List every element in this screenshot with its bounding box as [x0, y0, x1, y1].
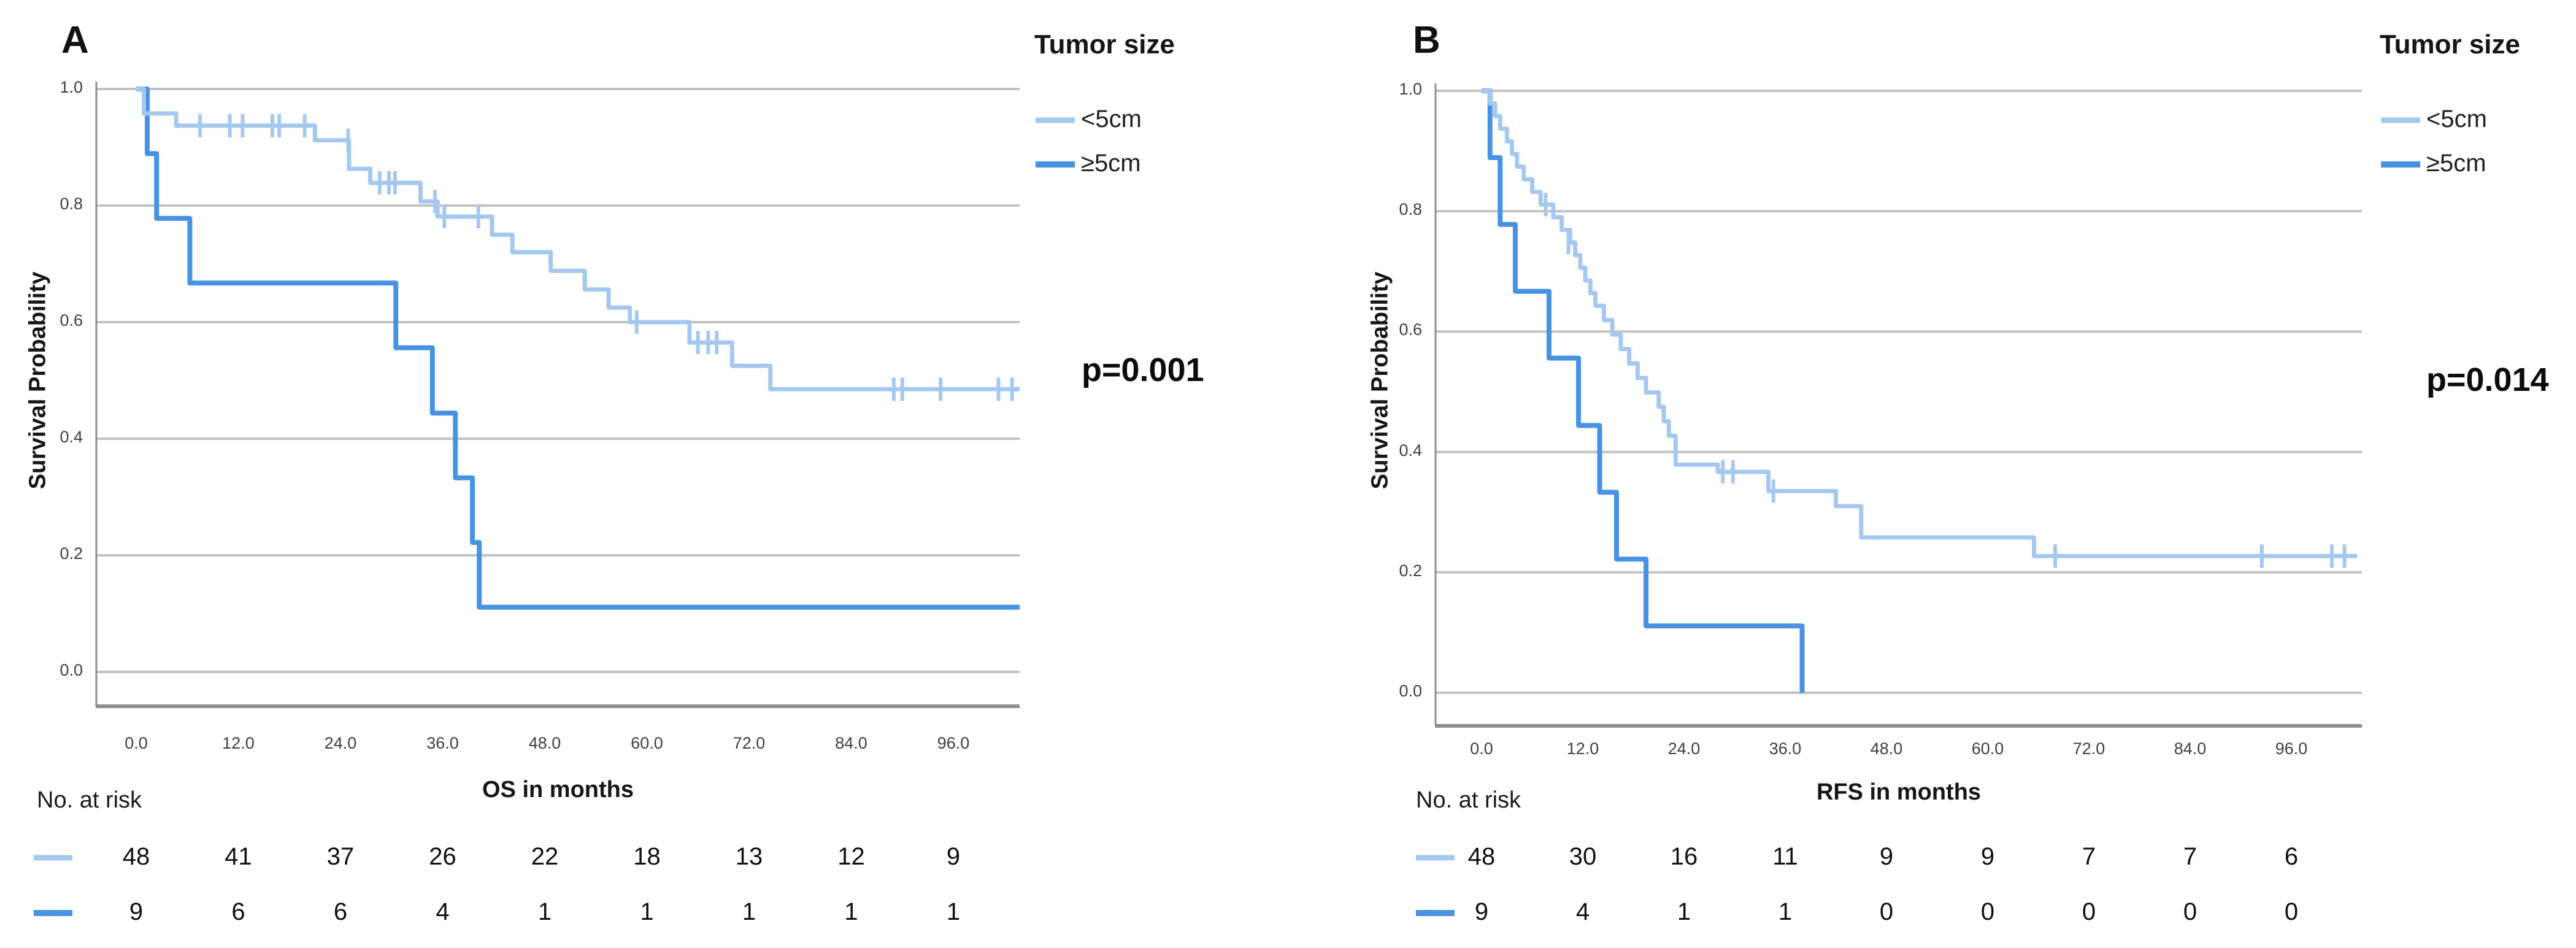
risk-count: 0	[2183, 898, 2197, 925]
panel-a-x-axis-title: OS in months	[482, 777, 634, 803]
panel-b-legend-item-small: <5cm	[2426, 106, 2487, 133]
risk-count: 4	[1575, 898, 1590, 925]
risk-count: 37	[326, 843, 355, 870]
risk-count: 13	[735, 843, 763, 870]
risk-count: 9	[1879, 843, 1894, 870]
risk-count: 7	[2183, 843, 2197, 870]
panel-b-x-axis-title: RFS in months	[1816, 779, 1982, 805]
risk-count: 1	[1778, 898, 1793, 925]
x-axis-tick-label: 60.0	[1971, 739, 2004, 758]
risk-count: 0	[1980, 898, 1995, 925]
x-axis-tick-label: 12.0	[1566, 739, 1599, 758]
risk-count: 0	[2284, 898, 2299, 925]
panel-a-legend-item-small: <5cm	[1081, 106, 1142, 133]
risk-count: 6	[333, 898, 348, 925]
risk-count: 9	[1474, 898, 1489, 925]
risk-count: 1	[640, 898, 654, 925]
km-curve-ge5cm	[1482, 88, 1805, 693]
x-axis-tick-label: 36.0	[426, 734, 459, 752]
x-axis-tick-label: 48.0	[1870, 739, 1903, 758]
panel-a-label: A	[61, 19, 89, 61]
risk-count: 1	[844, 898, 858, 925]
x-axis-tick-label: 72.0	[732, 734, 766, 752]
km-curve-lt5cm	[1482, 88, 2358, 558]
x-axis-tick-label: 0.0	[1470, 739, 1493, 758]
x-axis-tick-label: 36.0	[1769, 739, 1802, 758]
x-axis-tick-label: 96.0	[2275, 739, 2308, 758]
risk-count: 26	[429, 843, 456, 870]
risk-count: 16	[1670, 843, 1698, 870]
y-axis-tick-label: 0.0	[60, 661, 83, 679]
x-axis-tick-label: 84.0	[835, 734, 867, 752]
panel-b-p-value: p=0.014	[2426, 361, 2549, 398]
panel-b-label: B	[1413, 19, 1440, 61]
y-axis-tick-label: 0.0	[1399, 682, 1422, 700]
x-axis-tick-label: 96.0	[937, 734, 970, 752]
panel-b-legend-item-large: ≥5cm	[2426, 150, 2486, 177]
risk-count: 9	[946, 843, 961, 870]
panel-a-legend-item-large: ≥5cm	[1081, 150, 1141, 177]
risk-count: 12	[837, 843, 865, 870]
y-axis-tick-label: 0.6	[1399, 320, 1422, 339]
risk-count: 9	[129, 898, 144, 925]
y-axis-tick-label: 0.6	[60, 311, 83, 329]
y-axis-tick-label: 0.2	[60, 544, 83, 563]
risk-count: 48	[122, 843, 150, 870]
risk-count: 41	[225, 843, 252, 870]
risk-count: 0	[1879, 898, 1894, 925]
x-axis-tick-label: 72.0	[2072, 739, 2105, 758]
risk-count: 1	[742, 898, 756, 925]
y-axis-tick-label: 0.8	[1399, 200, 1422, 219]
risk-count: 18	[633, 843, 661, 870]
risk-count: 1	[1677, 898, 1691, 925]
risk-count: 9	[1980, 843, 1995, 870]
risk-count: 4	[436, 898, 450, 925]
risk-count: 30	[1569, 843, 1597, 870]
x-axis-tick-label: 60.0	[631, 734, 663, 752]
y-axis-tick-label: 0.4	[60, 428, 83, 446]
risk-count: 11	[1772, 843, 1798, 870]
panel-a-y-axis-title: Survival Probability	[25, 271, 51, 490]
panel-a-risk-table-title: No. at risk	[37, 787, 142, 813]
y-axis-tick-label: 1.0	[1399, 80, 1422, 98]
risk-count: 7	[2082, 843, 2096, 870]
risk-count: 6	[231, 898, 245, 925]
x-axis-tick-label: 0.0	[125, 734, 148, 752]
panel-b-risk-table-title: No. at risk	[1416, 787, 1521, 813]
y-axis-tick-label: 1.0	[60, 78, 83, 96]
x-axis-tick-label: 84.0	[2174, 739, 2207, 758]
risk-count: 1	[946, 898, 961, 925]
panel-a-legend-title: Tumor size	[1034, 29, 1175, 60]
risk-count: 1	[537, 898, 552, 925]
panel-b-legend-title: Tumor size	[2380, 29, 2521, 60]
x-axis-tick-label: 48.0	[528, 734, 561, 752]
panel-a-p-value: p=0.001	[1082, 352, 1204, 388]
y-axis-tick-label: 0.8	[60, 195, 83, 213]
risk-count: 0	[2082, 898, 2096, 925]
km-curve-lt5cm	[136, 87, 1020, 391]
y-axis-tick-label: 0.4	[1399, 441, 1422, 460]
x-axis-tick-label: 24.0	[1667, 739, 1701, 758]
x-axis-tick-label: 12.0	[222, 734, 255, 752]
y-axis-tick-label: 0.2	[1399, 561, 1422, 580]
risk-count: 22	[531, 843, 559, 870]
risk-count: 48	[1467, 843, 1496, 870]
x-axis-tick-label: 24.0	[324, 734, 357, 752]
km-curve-ge5cm	[136, 87, 1020, 610]
risk-count: 6	[2284, 843, 2299, 870]
